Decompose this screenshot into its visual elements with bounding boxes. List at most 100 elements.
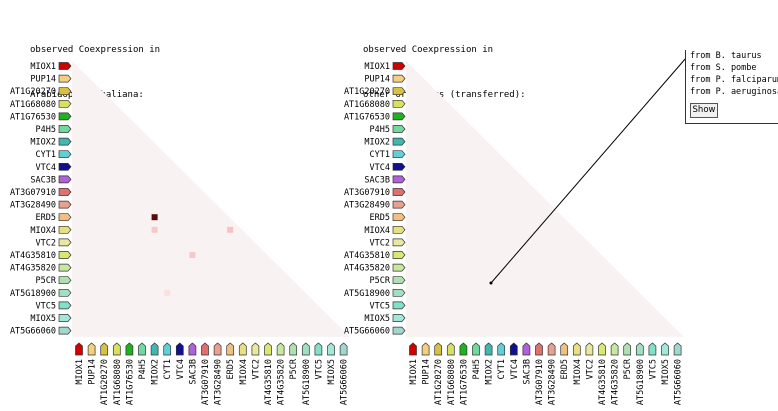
row-gene-label: CYT1 bbox=[370, 150, 390, 160]
column-gene-arrow bbox=[75, 342, 83, 356]
row-gene-arrow bbox=[58, 251, 72, 259]
coexpression-cell bbox=[151, 226, 158, 233]
column-gene-label: PUP14 bbox=[422, 359, 432, 385]
row-gene-arrow bbox=[392, 112, 406, 121]
row-gene-arrow bbox=[392, 188, 406, 196]
column-gene-arrow bbox=[87, 342, 96, 356]
row-gene-arrow bbox=[392, 213, 406, 222]
legend-item-p-aeruginosa[interactable]: from P. aeruginosa bbox=[690, 87, 778, 97]
row-gene-arrow bbox=[392, 326, 406, 335]
row-gene-label: AT1G68080 bbox=[10, 100, 56, 110]
row-gene-label: MIOX4 bbox=[364, 226, 390, 236]
row-gene-label: SAC3B bbox=[364, 175, 390, 185]
column-gene-label: P4H5 bbox=[472, 359, 482, 379]
column-gene-arrow bbox=[188, 342, 197, 356]
column-gene-arrow bbox=[213, 342, 222, 356]
column-gene-arrow bbox=[572, 342, 581, 356]
column-gene-label: MIOX5 bbox=[327, 359, 337, 385]
column-gene-label: MIOX1 bbox=[75, 359, 85, 385]
panel-title-line1: observed Coexpression in bbox=[30, 45, 161, 55]
column-gene-arrow bbox=[238, 342, 247, 356]
column-gene-label: SAC3B bbox=[188, 359, 198, 385]
row-gene-arrow bbox=[58, 137, 72, 146]
legend-item-b-taurus[interactable]: from B. taurus bbox=[690, 51, 762, 61]
row-gene-label: MIOX2 bbox=[30, 138, 56, 148]
column-gene-arrow bbox=[125, 342, 134, 356]
row-gene-label: VTC2 bbox=[36, 238, 56, 248]
row-gene-arrow bbox=[392, 62, 406, 70]
row-gene-arrow bbox=[392, 276, 406, 285]
row-gene-label: MIOX5 bbox=[364, 314, 390, 324]
row-gene-label: AT5G18900 bbox=[10, 289, 56, 299]
row-gene-label: VTC5 bbox=[370, 301, 390, 311]
column-gene-arrow bbox=[673, 342, 682, 356]
coexpression-cell bbox=[227, 226, 234, 233]
column-gene-label: AT1G20270 bbox=[434, 359, 444, 405]
column-gene-label: SAC3B bbox=[522, 359, 532, 385]
row-gene-label: AT3G28490 bbox=[344, 201, 390, 211]
row-gene-label: VTC2 bbox=[370, 238, 390, 248]
row-gene-arrow bbox=[58, 125, 72, 133]
column-gene-arrow bbox=[175, 342, 184, 356]
column-gene-label: AT1G76530 bbox=[125, 359, 135, 405]
row-gene-label: MIOX4 bbox=[30, 226, 56, 236]
row-gene-arrow bbox=[58, 99, 72, 108]
row-gene-arrow bbox=[58, 112, 72, 121]
column-gene-label: CYT1 bbox=[497, 359, 507, 379]
row-gene-label: AT1G76530 bbox=[10, 112, 56, 122]
row-gene-label: AT1G68080 bbox=[344, 100, 390, 110]
column-gene-label: AT4G35810 bbox=[264, 359, 274, 405]
show-button[interactable]: Show bbox=[690, 103, 718, 118]
row-gene-label: AT5G66060 bbox=[10, 327, 56, 337]
column-gene-arrow bbox=[138, 342, 146, 356]
row-gene-arrow bbox=[58, 314, 72, 322]
row-gene-arrow bbox=[58, 225, 72, 234]
row-gene-label: AT4G35820 bbox=[344, 264, 390, 274]
row-gene-arrow bbox=[58, 276, 72, 285]
column-gene-arrow bbox=[648, 342, 657, 356]
row-gene-arrow bbox=[58, 150, 72, 159]
column-gene-label: AT5G18900 bbox=[302, 359, 312, 405]
column-gene-label: AT5G18900 bbox=[636, 359, 646, 405]
column-gene-arrow bbox=[339, 342, 348, 356]
column-gene-arrow bbox=[289, 342, 298, 356]
row-gene-arrow bbox=[392, 150, 406, 159]
column-gene-arrow bbox=[434, 342, 443, 356]
row-gene-label: AT4G35810 bbox=[344, 251, 390, 261]
column-gene-arrow bbox=[522, 342, 531, 356]
row-gene-arrow bbox=[392, 74, 406, 83]
column-gene-label: MIOX1 bbox=[409, 359, 419, 385]
column-gene-label: VTC5 bbox=[648, 359, 658, 379]
column-gene-arrow bbox=[264, 342, 272, 356]
column-gene-arrow bbox=[163, 342, 172, 356]
row-gene-arrow bbox=[58, 288, 72, 297]
column-gene-label: VTC2 bbox=[585, 359, 595, 379]
row-gene-arrow bbox=[392, 162, 406, 171]
row-gene-arrow bbox=[392, 314, 406, 322]
coexpression-cell bbox=[189, 252, 196, 258]
column-gene-arrow bbox=[314, 342, 323, 356]
column-gene-arrow bbox=[598, 342, 606, 356]
column-gene-arrow bbox=[226, 342, 235, 356]
column-gene-label: MIOX4 bbox=[239, 359, 249, 385]
row-gene-arrow bbox=[392, 301, 406, 310]
row-gene-arrow bbox=[392, 175, 406, 184]
row-gene-arrow bbox=[58, 162, 72, 171]
column-gene-arrow bbox=[150, 342, 159, 356]
legend-item-p-falciparum[interactable]: from P. falciparum bbox=[690, 75, 778, 85]
column-gene-arrow bbox=[509, 342, 518, 356]
legend-item-s-pombe[interactable]: from S. pombe bbox=[690, 63, 757, 73]
column-gene-arrow bbox=[535, 342, 543, 356]
row-gene-label: AT4G35810 bbox=[10, 251, 56, 261]
column-gene-arrow bbox=[409, 342, 417, 356]
row-gene-arrow bbox=[392, 87, 406, 96]
column-gene-arrow bbox=[560, 342, 569, 356]
row-gene-arrow bbox=[392, 251, 406, 259]
column-gene-label: AT3G28490 bbox=[214, 359, 224, 405]
row-gene-label: ERD5 bbox=[36, 213, 56, 223]
row-gene-arrow bbox=[58, 200, 72, 209]
row-gene-label: P4H5 bbox=[370, 125, 390, 135]
row-gene-arrow bbox=[58, 62, 72, 70]
row-gene-arrow bbox=[392, 225, 406, 234]
